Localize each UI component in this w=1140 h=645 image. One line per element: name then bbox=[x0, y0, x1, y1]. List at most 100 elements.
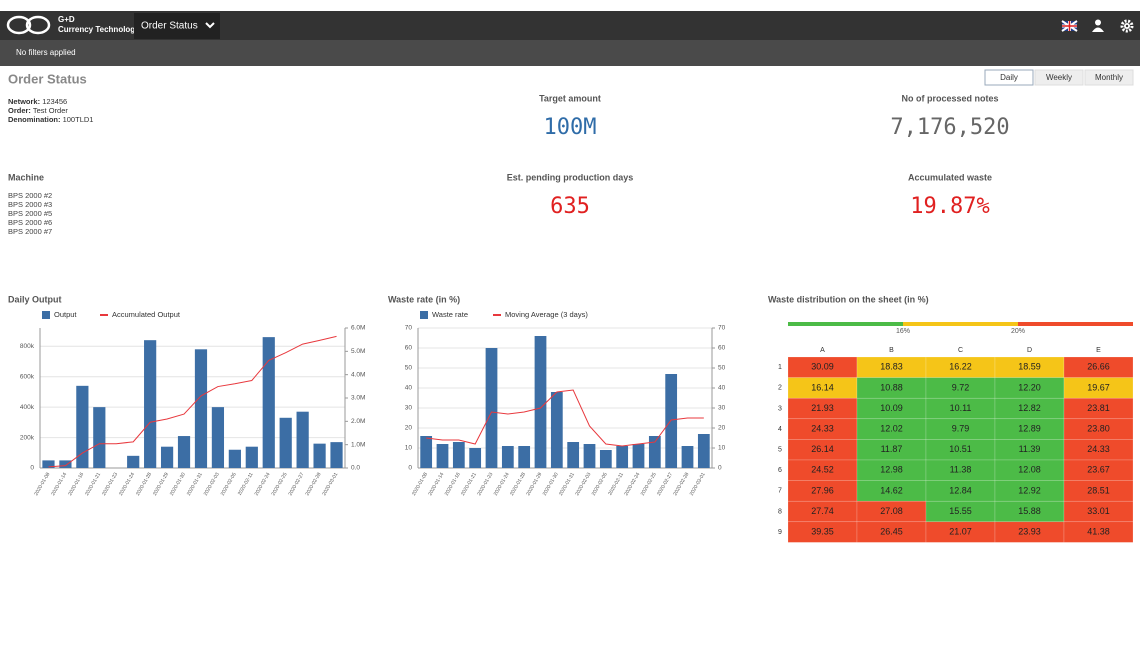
x-tick-label: 2020-01-14 bbox=[50, 471, 68, 496]
cell-value: 30.09 bbox=[811, 362, 834, 372]
y2-tick-label: 2.0M bbox=[351, 418, 365, 425]
y-tick-label: 200k bbox=[20, 434, 35, 441]
bar bbox=[160, 446, 174, 468]
brand-line2: Currency Technology bbox=[58, 25, 140, 34]
kpi-label: Accumulated waste bbox=[908, 172, 992, 182]
row-label: 7 bbox=[778, 488, 782, 495]
bar bbox=[583, 444, 596, 468]
period-tab[interactable] bbox=[984, 69, 1034, 86]
menu-button[interactable] bbox=[134, 13, 220, 39]
legend-label: Moving Average (3 days) bbox=[505, 310, 588, 319]
y-tick-label: 10 bbox=[405, 445, 413, 452]
y2-tick-label: 20 bbox=[718, 425, 726, 432]
kpi-value: 19.87% bbox=[910, 194, 989, 219]
cell-value: 10.51 bbox=[949, 444, 972, 454]
x-tick-label: 2020-01-28 bbox=[135, 471, 153, 496]
bar bbox=[632, 444, 645, 468]
logo bbox=[6, 15, 51, 35]
x-tick-label: 2020-02-05 bbox=[220, 471, 238, 496]
cell-value: 39.35 bbox=[811, 526, 834, 536]
bar bbox=[420, 436, 433, 468]
x-tick-label: 2020-02-28 bbox=[304, 471, 322, 496]
cell-value: 16.14 bbox=[811, 382, 834, 392]
y-tick-label: 70 bbox=[405, 325, 413, 332]
bar bbox=[228, 449, 241, 468]
y-tick-label: 600k bbox=[20, 373, 35, 380]
cell-value: 23.80 bbox=[1087, 423, 1110, 433]
column-label: E bbox=[1096, 347, 1101, 354]
row-label: 1 bbox=[778, 364, 782, 371]
machine-item: BPS 2000 #2 bbox=[8, 191, 52, 200]
cell-value: 26.66 bbox=[1087, 362, 1110, 372]
x-tick-label: 2020-01-28 bbox=[509, 471, 527, 496]
x-tick-label: 2020-02-27 bbox=[656, 471, 674, 496]
settings-icon[interactable] bbox=[1120, 19, 1134, 33]
user-icon[interactable] bbox=[1092, 19, 1104, 33]
bar bbox=[501, 446, 514, 468]
cell-value: 15.55 bbox=[949, 506, 972, 516]
cell-value: 21.07 bbox=[949, 526, 972, 536]
x-tick-label: 2020-01-08 bbox=[411, 471, 429, 496]
cell-value: 11.38 bbox=[950, 465, 972, 475]
menu-label[interactable]: Order Status bbox=[141, 21, 198, 32]
y2-tick-label: 4.0M bbox=[351, 371, 365, 378]
row-label: 3 bbox=[778, 405, 782, 412]
x-tick-label: 2020-01-30 bbox=[169, 471, 187, 496]
legend-label: Waste rate bbox=[432, 310, 468, 319]
machine-item: BPS 2000 #6 bbox=[8, 218, 52, 227]
legend-threshold: 16% bbox=[896, 328, 910, 335]
order-info: Denomination: 100TLD1 bbox=[8, 115, 93, 124]
language-flag[interactable] bbox=[1061, 20, 1078, 32]
x-tick-label: 2020-01-24 bbox=[493, 471, 511, 496]
bar bbox=[93, 407, 106, 468]
legend-label: Accumulated Output bbox=[112, 310, 181, 319]
column-label: A bbox=[820, 347, 825, 354]
period-tab[interactable] bbox=[1084, 69, 1134, 86]
kpi-value: 635 bbox=[550, 194, 590, 219]
machine-title: Machine bbox=[8, 172, 44, 182]
machine-item: BPS 2000 #3 bbox=[8, 200, 52, 209]
bar bbox=[518, 446, 531, 468]
x-tick-label: 2020-01-08 bbox=[33, 471, 51, 496]
bar bbox=[599, 450, 612, 468]
bar bbox=[59, 460, 72, 468]
legend-band bbox=[788, 322, 903, 326]
x-tick-label: 2020-02-27 bbox=[288, 471, 306, 496]
cell-value: 23.81 bbox=[1087, 403, 1110, 413]
x-tick-label: 2020-02-28 bbox=[672, 471, 690, 496]
period-tab[interactable] bbox=[1034, 69, 1084, 86]
period-tab-label[interactable]: Daily bbox=[1000, 73, 1018, 82]
y2-tick-label: 50 bbox=[718, 365, 726, 372]
order-info-label: Network: bbox=[8, 97, 40, 106]
cell-value: 18.59 bbox=[1018, 362, 1041, 372]
bar bbox=[452, 442, 465, 468]
filter-text[interactable]: No filters applied bbox=[16, 48, 76, 57]
y-tick-label: 20 bbox=[405, 425, 413, 432]
y2-tick-label: 6.0M bbox=[351, 325, 365, 332]
cell-value: 27.08 bbox=[880, 506, 903, 516]
x-tick-label: 2020-01-23 bbox=[101, 471, 119, 496]
bar bbox=[279, 417, 292, 468]
x-tick-label: 2020-02-03 bbox=[574, 471, 592, 496]
order-info: Order: Test Order bbox=[8, 106, 68, 115]
x-tick-label: 2020-01-31 bbox=[558, 471, 576, 496]
row-label: 6 bbox=[778, 467, 782, 474]
y2-tick-label: 0 bbox=[718, 465, 722, 472]
x-tick-label: 2020-02-24 bbox=[254, 471, 272, 496]
menu-chevron[interactable] bbox=[205, 22, 215, 29]
cell-value: 9.72 bbox=[952, 382, 970, 392]
column-label: D bbox=[1027, 347, 1032, 354]
cell-value: 27.96 bbox=[811, 485, 834, 495]
kpi-label: Est. pending production days bbox=[507, 172, 634, 182]
heatmap-cell bbox=[1063, 521, 1134, 543]
kpi-value: 100M bbox=[544, 115, 597, 140]
y2-tick-label: 40 bbox=[718, 385, 726, 392]
order-info-value: 123456 bbox=[42, 97, 67, 106]
period-tab-label[interactable]: Weekly bbox=[1046, 73, 1072, 82]
y-tick-label: 0 bbox=[30, 465, 34, 472]
period-tab-label[interactable]: Monthly bbox=[1095, 73, 1123, 82]
cell-value: 28.51 bbox=[1087, 485, 1110, 495]
kpi-label: Target amount bbox=[539, 93, 601, 103]
bar bbox=[550, 392, 563, 468]
cell-value: 26.45 bbox=[880, 526, 903, 536]
